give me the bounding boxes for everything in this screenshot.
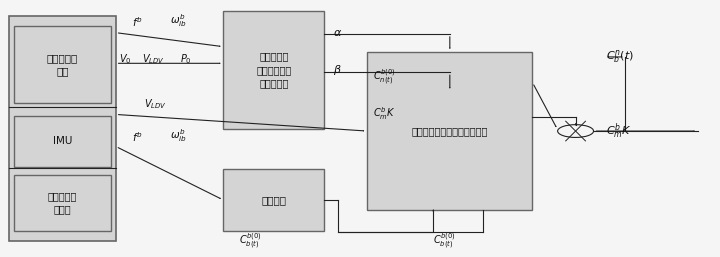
Text: 初始位置与
速度: 初始位置与 速度 <box>47 53 78 76</box>
Text: $C^{b(0)}_{b(t)}$: $C^{b(0)}_{b(t)}$ <box>239 231 262 251</box>
Text: $f^b$: $f^b$ <box>132 15 143 29</box>
Text: $\alpha$: $\alpha$ <box>333 28 342 38</box>
Text: $V_0$: $V_0$ <box>120 53 132 66</box>
FancyBboxPatch shape <box>223 169 324 231</box>
Text: 鲁棒平方根无迹四元数估计器: 鲁棒平方根无迹四元数估计器 <box>412 126 488 136</box>
FancyBboxPatch shape <box>223 11 324 128</box>
Text: IMU: IMU <box>53 136 72 146</box>
Text: $P_0$: $P_0$ <box>180 53 192 66</box>
Text: $\omega^b_{ib}$: $\omega^b_{ib}$ <box>171 12 187 29</box>
FancyBboxPatch shape <box>14 26 112 103</box>
FancyBboxPatch shape <box>9 16 116 241</box>
Text: $f^b$: $f^b$ <box>132 130 143 144</box>
FancyBboxPatch shape <box>14 116 112 167</box>
Text: $C^{b(0)}_{b(t)}$: $C^{b(0)}_{b(t)}$ <box>433 231 456 251</box>
Text: $C^n_b(t)$: $C^n_b(t)$ <box>606 48 634 66</box>
Text: $C^b_m K$: $C^b_m K$ <box>606 121 631 141</box>
FancyBboxPatch shape <box>367 52 533 210</box>
Text: $V_{LDV}$: $V_{LDV}$ <box>144 97 166 111</box>
Text: $\beta$: $\beta$ <box>333 63 341 77</box>
Text: $\omega^b_{ib}$: $\omega^b_{ib}$ <box>171 127 187 144</box>
Text: $C^{b(0)}_{n(t)}$: $C^{b(0)}_{n(t)}$ <box>373 68 396 87</box>
Text: $C^b_m K$: $C^b_m K$ <box>373 105 396 122</box>
Text: $V_{LDV}$: $V_{LDV}$ <box>142 53 164 66</box>
FancyBboxPatch shape <box>14 175 112 231</box>
Text: 激光多普勒
测速仪: 激光多普勒 测速仪 <box>48 191 77 214</box>
Text: 构建观测向
量、过程模型
与测量模型: 构建观测向 量、过程模型 与测量模型 <box>256 51 292 88</box>
Text: 姿态计算: 姿态计算 <box>261 195 287 205</box>
